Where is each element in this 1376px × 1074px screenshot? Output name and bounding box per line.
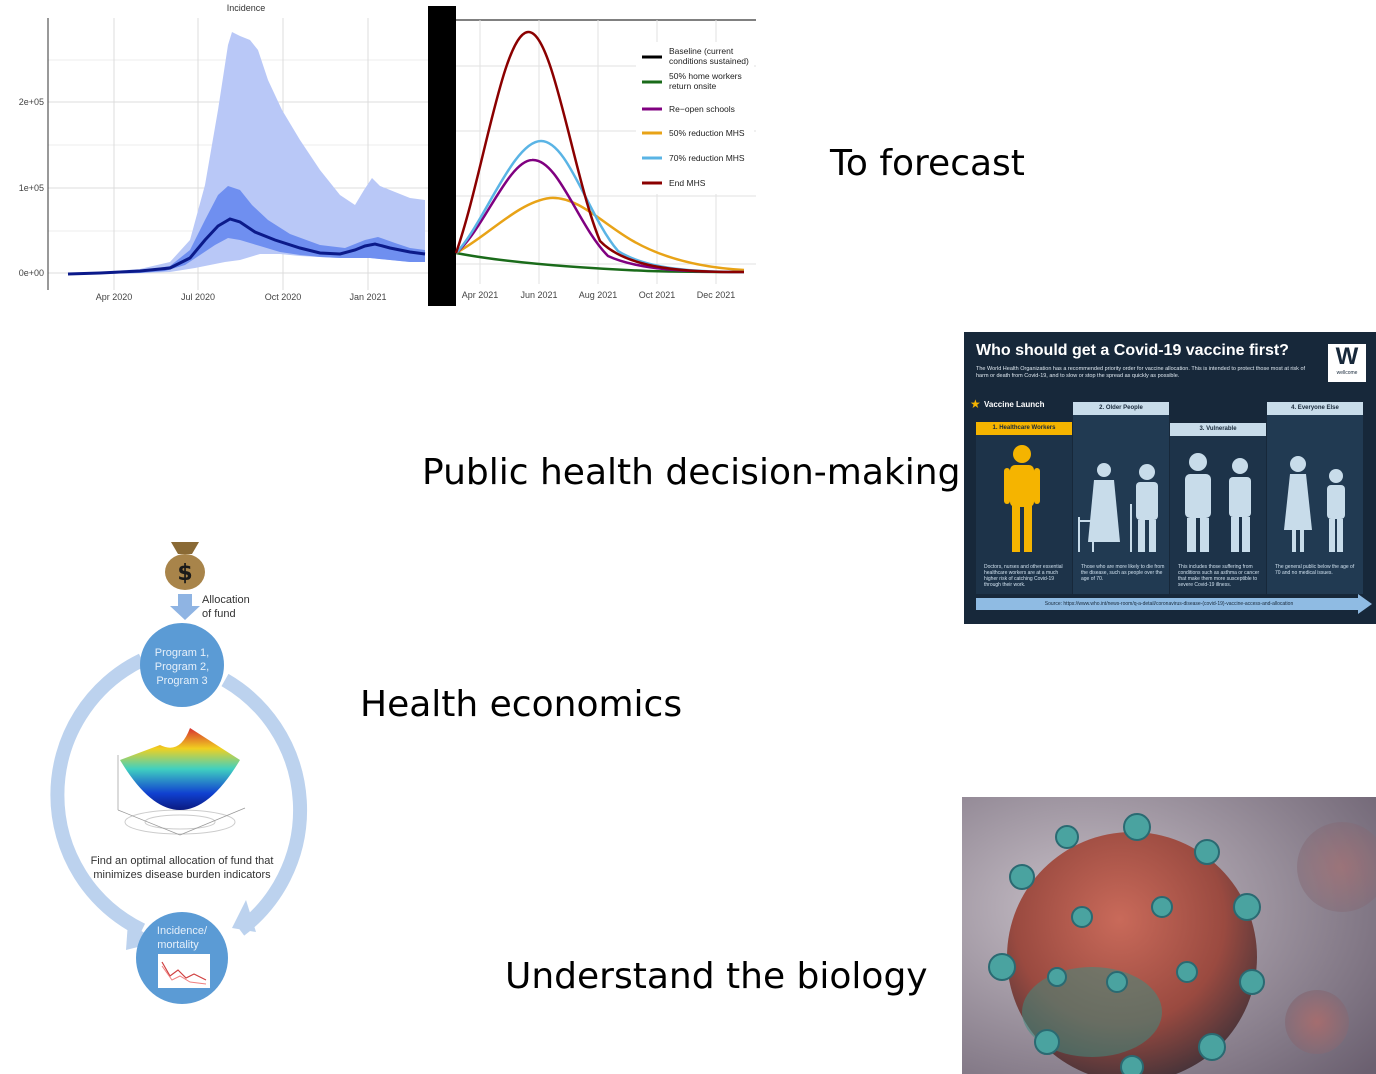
x-tick-jun2021: Jun 2021 — [520, 290, 557, 300]
group-healthcare-workers: 1. Healthcare Workers — [976, 422, 1072, 435]
vulnerable-figures — [1185, 453, 1251, 552]
cycle-ring-right — [221, 673, 308, 936]
program-1: Program 1, — [155, 647, 209, 659]
star-icon: ★ — [970, 397, 981, 411]
money-bag-icon: $ — [165, 542, 205, 590]
x-tick-oct2020: Oct 2020 — [265, 292, 302, 302]
legend-baseline-2: conditions sustained) — [669, 56, 749, 66]
legend-end-mhs: End MHS — [669, 178, 706, 188]
y-tick-2e5: 2e+05 — [19, 97, 44, 107]
incidence-inner-band — [68, 186, 425, 274]
center-text-2: minimizes disease burden indicators — [93, 869, 271, 881]
y-tick-0: 0e+00 — [19, 268, 44, 278]
x-tick-jul2020: Jul 2020 — [181, 292, 215, 302]
desc-older-people: Those who are more likely to die from th… — [1081, 564, 1165, 582]
group-everyone-else: 4. Everyone Else — [1267, 402, 1363, 415]
logo-name: wellcome — [1336, 370, 1358, 376]
label-decision-making: Public health decision-making — [422, 452, 961, 493]
source-arrow: Source: https://www.who.int/news-room/q-… — [976, 598, 1362, 610]
arrow-head-icon — [1358, 594, 1372, 614]
economics-diagram: $ Allocation of fund Program 1, Program … — [50, 542, 308, 1004]
desc-vulnerable: This includes those suffering from condi… — [1178, 564, 1260, 588]
incidence-title: Incidence — [227, 3, 266, 13]
legend-schools: Re−open schools — [669, 104, 735, 114]
x-tick-apr2020: Apr 2020 — [96, 292, 133, 302]
program-2: Program 2, — [155, 661, 209, 673]
y-tick-1e5: 1e+05 — [19, 183, 44, 193]
vaccine-title: Who should get a Covid-19 vaccine first? — [976, 342, 1289, 359]
legend-50-reduction: 50% reduction MHS — [669, 128, 745, 138]
programs-node — [140, 623, 224, 707]
wellcome-logo: W wellcome — [1328, 344, 1366, 382]
svg-text:$: $ — [177, 561, 192, 586]
program-3: Program 3 — [156, 675, 207, 687]
group-vulnerable: 3. Vulnerable — [1170, 423, 1266, 436]
incidence-outer-band — [68, 32, 425, 274]
mini-chart-icon — [158, 954, 210, 988]
x-tick-jan2021: Jan 2021 — [349, 292, 386, 302]
group-older-people: 2. Older People — [1073, 402, 1169, 415]
label-biology: Understand the biology — [505, 956, 928, 997]
desc-healthcare-workers: Doctors, nurses and other essential heal… — [984, 564, 1063, 588]
virus-image — [962, 797, 1376, 1074]
x-tick-oct2021: Oct 2021 — [639, 290, 676, 300]
center-text-1: Find an optimal allocation of fund that — [91, 855, 274, 867]
fund-label-1: Allocation — [202, 594, 250, 606]
desc-everyone-else: The general public below the age of 70 a… — [1275, 564, 1355, 576]
legend-70-reduction: 70% reduction MHS — [669, 153, 745, 163]
x-tick-apr2021: Apr 2021 — [462, 290, 499, 300]
outcome-text-1: Incidence/ — [157, 925, 208, 937]
legend-home-1: 50% home workers — [669, 71, 742, 81]
label-forecast: To forecast — [830, 143, 1025, 184]
legend-home-2: return onsite — [669, 81, 717, 91]
arrow-down-icon — [170, 594, 200, 620]
vaccine-subtitle: The World Health Organization has a reco… — [976, 366, 1306, 379]
vaccine-launch: Vaccine Launch — [984, 400, 1045, 409]
legend-baseline-1: Baseline (current — [669, 46, 734, 56]
optimization-surface-plot — [117, 728, 246, 836]
scenario-legend: Baseline (current conditions sustained) … — [636, 42, 754, 194]
fund-label-2: of fund — [202, 608, 236, 620]
vaccine-infographic: Who should get a Covid-19 vaccine first?… — [964, 332, 1376, 624]
everyone-else-figures — [1284, 456, 1345, 552]
logo-letter: W — [1335, 343, 1359, 370]
x-tick-aug2021: Aug 2021 — [579, 290, 618, 300]
black-bar — [428, 6, 456, 306]
x-tick-dec2021: Dec 2021 — [697, 290, 736, 300]
ring-arrow-right-icon — [232, 900, 256, 932]
line-end-mhs — [454, 30, 745, 274]
incidence-chart: Incidence 2e+05 1e+05 0e+00 Apr 2020 Jul… — [19, 3, 428, 302]
label-health-economics: Health economics — [360, 684, 683, 725]
outcome-text-2: mortality — [157, 939, 199, 951]
healthcare-worker-figure — [1004, 445, 1040, 552]
scenario-chart: Baseline (current conditions sustained) … — [428, 6, 756, 306]
cycle-ring-left — [50, 653, 146, 937]
older-people-figures — [1078, 463, 1158, 552]
incidence-median-line — [67, 217, 426, 276]
people-figures — [1004, 445, 1345, 552]
line-home-workers — [455, 251, 745, 274]
